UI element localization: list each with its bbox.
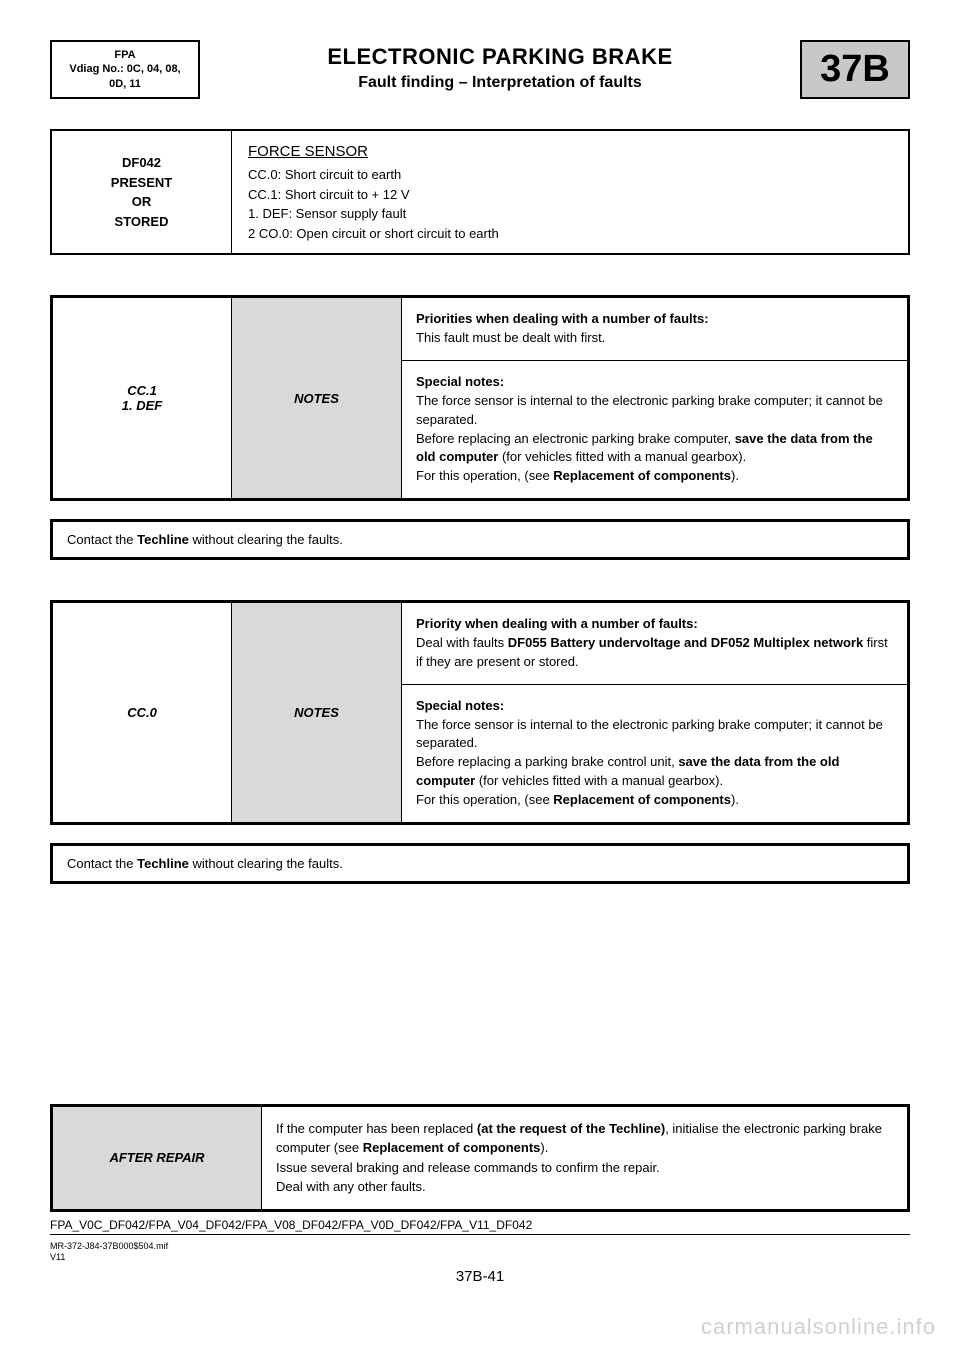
contact1-b: Techline — [137, 532, 189, 547]
notes2-sp-l3c: ). — [731, 792, 739, 807]
notes1-sp-l3c: ). — [731, 468, 739, 483]
fault-desc-1: CC.0: Short circuit to earth — [248, 165, 892, 185]
contact2-b: Techline — [137, 856, 189, 871]
ar-l1d: Replacement of components — [363, 1140, 541, 1155]
header-center: ELECTRONIC PARKING BRAKE Fault finding –… — [210, 40, 790, 99]
fault-desc-3: 1. DEF: Sensor supply fault — [248, 204, 892, 224]
notes2-sp-l2c: (for vehicles fitted with a manual gearb… — [475, 773, 723, 788]
notes1-prio-text: This fault must be dealt with first. — [416, 330, 605, 345]
notes2-code: CC.0 — [127, 705, 157, 720]
footer-small: MR-372-J84-37B000$504.mif V11 — [50, 1241, 910, 1264]
header-fpa: FPA — [56, 48, 194, 62]
after-repair-label: AFTER REPAIR — [52, 1105, 262, 1210]
notes1-code-2: 1. DEF — [67, 398, 217, 413]
header-subtitle: Fault finding – Interpretation of faults — [210, 74, 790, 92]
notes1-code-1: CC.1 — [67, 383, 217, 398]
notes2-sp-l3b: Replacement of components — [553, 792, 731, 807]
page-header: FPA Vdiag No.: 0C, 04, 08, 0D, 11 ELECTR… — [50, 40, 910, 99]
header-vdiag-2: 0D, 11 — [56, 77, 194, 91]
notes1-sp-l3a: For this operation, (see — [416, 468, 553, 483]
fault-desc-4: 2 CO.0: Open circuit or short circuit to… — [248, 224, 892, 244]
notes2-sp-l2a: Before replacing a parking brake control… — [416, 754, 678, 769]
notes1-sp-l2c: (for vehicles fitted with a manual gearb… — [498, 449, 746, 464]
notes2-prio-t2: DF055 Battery undervoltage and DF052 Mul… — [508, 635, 863, 650]
notes1-sp-l2a: Before replacing an electronic parking b… — [416, 431, 735, 446]
ar-l2: Issue several braking and release comman… — [276, 1160, 660, 1175]
ar-l3: Deal with any other faults. — [276, 1179, 426, 1194]
notes1-sp-l1: The force sensor is internal to the elec… — [416, 393, 883, 427]
after-repair-text: If the computer has been replaced (at th… — [262, 1105, 909, 1210]
notes2-sp-l3a: For this operation, (see — [416, 792, 553, 807]
page: FPA Vdiag No.: 0C, 04, 08, 0D, 11 ELECTR… — [0, 0, 960, 1358]
fault-code-cell: DF042 PRESENT OR STORED — [52, 131, 232, 254]
notes2-special-cell: Special notes: The force sensor is inter… — [402, 684, 909, 823]
notes2-priorities-cell: Priority when dealing with a number of f… — [402, 602, 909, 685]
after-repair-box: AFTER REPAIR If the computer has been re… — [50, 1104, 910, 1212]
contact2-a: Contact the — [67, 856, 137, 871]
notes2-sp-l1: The force sensor is internal to the elec… — [416, 717, 883, 751]
contact1-c: without clearing the faults. — [189, 532, 343, 547]
fault-code: DF042 — [62, 153, 221, 173]
notes2-prio-label: Priority when dealing with a number of f… — [416, 616, 698, 631]
notes2-label-cell: NOTES — [232, 602, 402, 824]
ar-l1a: If the computer has been replaced — [276, 1121, 477, 1136]
notes1-sp-label: Special notes: — [416, 374, 504, 389]
notes1-special-cell: Special notes: The force sensor is inter… — [402, 361, 909, 500]
fault-desc-2: CC.1: Short circuit to + 12 V — [248, 185, 892, 205]
ar-l1b: (at the request of the Techline) — [477, 1121, 665, 1136]
fault-description-cell: FORCE SENSOR CC.0: Short circuit to eart… — [232, 131, 908, 254]
contact-box-1: Contact the Techline without clearing th… — [50, 519, 910, 560]
footer-mif: MR-372-J84-37B000$504.mif — [50, 1241, 910, 1253]
notes1-label-cell: NOTES — [232, 297, 402, 500]
contact2-c: without clearing the faults. — [189, 856, 343, 871]
footer-code: FPA_V0C_DF042/FPA_V04_DF042/FPA_V08_DF04… — [50, 1218, 910, 1235]
header-vdiag-1: Vdiag No.: 0C, 04, 08, — [56, 62, 194, 76]
footer-version: V11 — [50, 1252, 910, 1264]
notes1-sp-l3b: Replacement of components — [553, 468, 731, 483]
notes2-prio-t1: Deal with faults — [416, 635, 508, 650]
notes-table-2: CC.0 NOTES Priority when dealing with a … — [50, 600, 910, 825]
page-number: 37B-41 — [50, 1268, 910, 1285]
contact-box-2: Contact the Techline without clearing th… — [50, 843, 910, 884]
fault-title: FORCE SENSOR — [248, 141, 892, 164]
section-code: 37B — [820, 48, 890, 91]
contact1-a: Contact the — [67, 532, 137, 547]
notes-table-1: CC.1 1. DEF NOTES Priorities when dealin… — [50, 295, 910, 501]
watermark: carmanualsonline.info — [701, 1314, 936, 1340]
notes1-code-cell: CC.1 1. DEF — [52, 297, 232, 500]
header-left-box: FPA Vdiag No.: 0C, 04, 08, 0D, 11 — [50, 40, 200, 99]
fault-status-present: PRESENT — [62, 173, 221, 193]
notes1-prio-label: Priorities when dealing with a number of… — [416, 311, 709, 326]
notes1-priorities-cell: Priorities when dealing with a number of… — [402, 297, 909, 361]
header-title: ELECTRONIC PARKING BRAKE — [210, 44, 790, 70]
fault-status-stored: STORED — [62, 212, 221, 232]
fault-definition-box: DF042 PRESENT OR STORED FORCE SENSOR CC.… — [50, 129, 910, 256]
notes2-sp-label: Special notes: — [416, 698, 504, 713]
section-badge: 37B — [800, 40, 910, 99]
fault-status-or: OR — [62, 192, 221, 212]
notes2-code-cell: CC.0 — [52, 602, 232, 824]
ar-l1e: ). — [540, 1140, 548, 1155]
